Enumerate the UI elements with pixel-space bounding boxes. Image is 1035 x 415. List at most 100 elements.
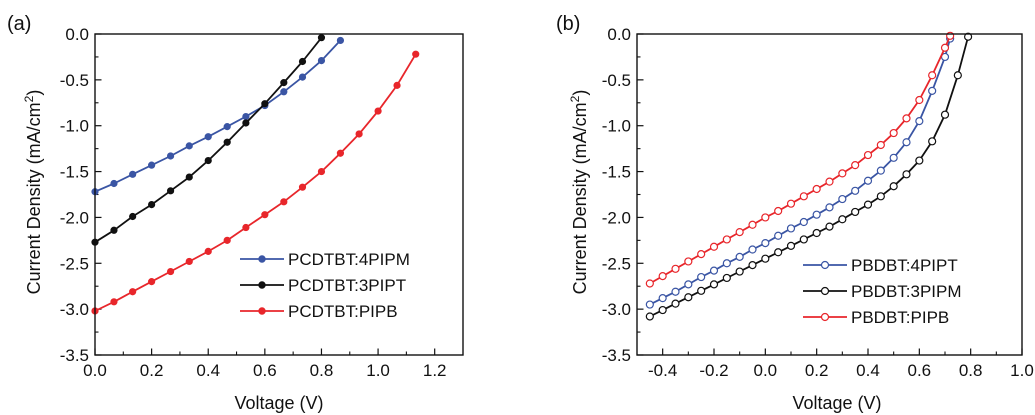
- legend-label: PBDBT:4PIPT: [851, 256, 958, 275]
- data-point: [298, 73, 307, 81]
- data-point: [812, 184, 821, 194]
- data-point: [223, 236, 231, 244]
- y-tick-label: -1.0: [60, 117, 89, 136]
- data-point: [129, 170, 137, 178]
- data-point: [148, 200, 156, 209]
- data-point: [928, 86, 937, 95]
- data-point: [838, 194, 847, 204]
- data-point: [786, 199, 796, 208]
- data-point: [735, 252, 744, 261]
- data-point: [261, 100, 269, 108]
- data-point: [412, 50, 420, 58]
- data-point: [851, 161, 860, 170]
- panel-b-y-axis-title-close: ): [570, 90, 590, 96]
- y-tick-label: 0.0: [607, 25, 631, 44]
- y-tick-label: -2.0: [60, 208, 89, 227]
- x-tick-label: -0.4: [648, 361, 677, 380]
- data-point: [185, 142, 193, 150]
- data-point: [336, 36, 345, 45]
- y-tick-label: -3.5: [60, 346, 89, 365]
- data-point: [825, 203, 834, 212]
- data-point: [876, 140, 885, 150]
- data-point: [812, 210, 821, 219]
- legend-marker: [820, 312, 830, 322]
- panel-b: (b) Voltage (V) Current Density (mA/cm2)…: [556, 13, 1034, 413]
- data-point: [915, 117, 924, 126]
- data-point: [166, 187, 175, 195]
- data-point: [915, 156, 924, 165]
- data-point: [697, 250, 706, 259]
- panel-b-y-axis-title-superscript: 2: [568, 95, 582, 102]
- panel-b-tag: (b): [556, 13, 580, 35]
- data-point: [280, 198, 288, 206]
- x-tick-label: 0.6: [908, 361, 932, 380]
- data-point: [671, 287, 680, 296]
- data-point: [863, 176, 873, 185]
- panel-a-y-axis-title-superscript: 2: [22, 95, 36, 102]
- data-point: [863, 150, 873, 160]
- data-point: [902, 114, 911, 123]
- x-tick-label: 0.2: [805, 361, 829, 380]
- y-tick-label: -3.0: [602, 300, 631, 319]
- y-tick-label: -1.5: [60, 163, 89, 182]
- data-point: [166, 152, 175, 160]
- data-point: [748, 261, 757, 270]
- x-tick-label: 0.6: [253, 361, 277, 380]
- legend-label: PCDTBT:4PIPM: [288, 250, 410, 269]
- data-point: [242, 112, 250, 121]
- data-point: [645, 312, 654, 321]
- data-point: [799, 192, 808, 201]
- data-point: [317, 56, 326, 65]
- legend-label: PCDTBT:PIPB: [288, 302, 398, 321]
- data-point: [774, 231, 783, 240]
- data-point: [709, 266, 719, 275]
- data-point: [761, 239, 770, 248]
- panel-a-tag: (a): [7, 13, 31, 35]
- x-tick-label: 0.8: [310, 361, 334, 380]
- panel-a: (a) Voltage (V) Current Density (mA/cm2)…: [7, 13, 464, 413]
- data-point: [889, 182, 898, 191]
- data-point: [709, 280, 719, 289]
- y-tick-label: -1.5: [602, 163, 631, 182]
- y-tick-label: 0.0: [65, 25, 89, 44]
- data-point: [697, 272, 706, 282]
- x-tick-label: 1.2: [423, 361, 447, 380]
- data-point: [129, 288, 137, 296]
- panel-a-y-axis-title-main: Current Density (mA/cm: [24, 102, 44, 294]
- data-point: [148, 161, 156, 169]
- data-point: [825, 222, 834, 231]
- data-point: [280, 88, 288, 96]
- data-point: [722, 235, 731, 244]
- y-tick-label: -1.0: [602, 117, 631, 136]
- data-point: [735, 228, 744, 237]
- data-point: [110, 298, 118, 306]
- data-point: [851, 186, 860, 195]
- data-point: [280, 79, 288, 87]
- data-point: [261, 211, 269, 219]
- data-point: [876, 192, 885, 201]
- data-point: [722, 273, 731, 283]
- data-point: [928, 137, 937, 146]
- data-point: [166, 267, 175, 276]
- data-point: [658, 305, 667, 315]
- data-point: [838, 215, 847, 224]
- data-point: [223, 123, 231, 131]
- data-point: [786, 241, 796, 250]
- y-tick-label: -3.0: [60, 300, 89, 319]
- data-point: [774, 248, 783, 257]
- data-point: [317, 34, 326, 42]
- legend-marker: [820, 260, 830, 270]
- legend-marker: [258, 281, 266, 289]
- data-point: [915, 95, 924, 105]
- data-point: [722, 259, 731, 268]
- x-tick-label: 0.0: [754, 361, 778, 380]
- data-point: [684, 257, 693, 266]
- y-tick-label: -0.5: [60, 71, 89, 90]
- legend-marker: [258, 255, 266, 263]
- x-tick-label: 0.4: [196, 361, 220, 380]
- data-point: [374, 107, 382, 115]
- plot-frame: [636, 33, 1023, 356]
- legend-marker: [820, 286, 830, 296]
- data-point: [799, 235, 808, 244]
